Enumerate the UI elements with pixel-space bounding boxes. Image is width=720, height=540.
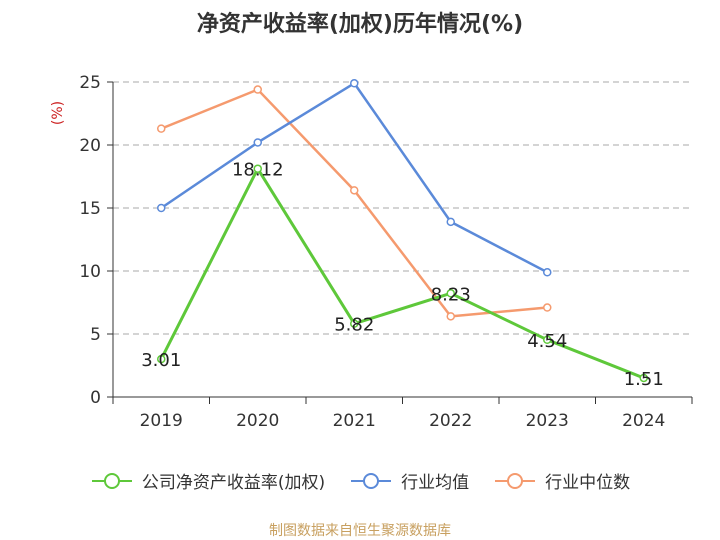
data-point [639, 373, 648, 383]
x-tick-label: 2019 [140, 411, 183, 431]
data-point [446, 217, 455, 227]
data-point [543, 335, 552, 345]
legend-label-industry-mean: 行业均值 [401, 473, 470, 493]
data-point [253, 138, 262, 147]
data-point [543, 303, 552, 312]
x-tick-label: 2022 [429, 411, 472, 431]
legend-marker-company [91, 472, 132, 489]
data-point [446, 312, 455, 321]
x-tick-label: 2020 [236, 411, 279, 431]
data-point [350, 319, 359, 328]
legend-label-industry-median: 行业中位数 [545, 473, 631, 493]
data-label: 5.82 [334, 315, 374, 336]
series-line [160, 88, 548, 318]
data-point [253, 164, 262, 173]
legend-marker-industry-mean [351, 472, 392, 489]
legend-item-company[interactable]: 公司净资产收益率(加权) [90, 468, 325, 493]
data-point [543, 268, 552, 277]
y-tick-label: 5 [90, 325, 101, 345]
y-tick-label: 15 [79, 199, 101, 219]
y-tick-label: 0 [90, 388, 101, 408]
y-tick-label: 20 [79, 136, 101, 156]
data-point [157, 124, 166, 133]
data-point [446, 289, 455, 298]
data-label: 3.01 [141, 350, 181, 371]
x-tick-label: 2021 [333, 411, 376, 431]
legend: 公司净资产收益率(加权) 行业均值 行业中位数 [0, 468, 720, 493]
x-tick-label: 2024 [622, 411, 665, 431]
series-line [159, 167, 645, 380]
data-point [350, 186, 359, 195]
legend-label-company: 公司净资产收益率(加权) [141, 473, 326, 493]
data-label: 1.51 [624, 369, 664, 390]
data-label: 18.12 [232, 160, 284, 181]
legend-marker-industry-median [495, 472, 536, 489]
y-axis-label: (%) [50, 101, 66, 125]
y-tick-label: 25 [79, 73, 101, 93]
data-point [157, 354, 166, 364]
legend-item-industry-mean[interactable]: 行业均值 [349, 468, 469, 493]
source-note: 制图数据来自恒生聚源数据库 [269, 523, 451, 539]
data-point [253, 85, 262, 94]
legend-item-industry-median[interactable]: 行业中位数 [493, 468, 630, 493]
data-label: 8.23 [431, 284, 471, 305]
chart-title: 净资产收益率(加权)历年情况(%) [196, 12, 524, 37]
data-point [350, 79, 359, 88]
y-tick-label: 10 [79, 262, 101, 282]
x-tick-label: 2023 [526, 411, 569, 431]
data-point [157, 203, 166, 213]
data-label: 4.54 [527, 331, 567, 352]
